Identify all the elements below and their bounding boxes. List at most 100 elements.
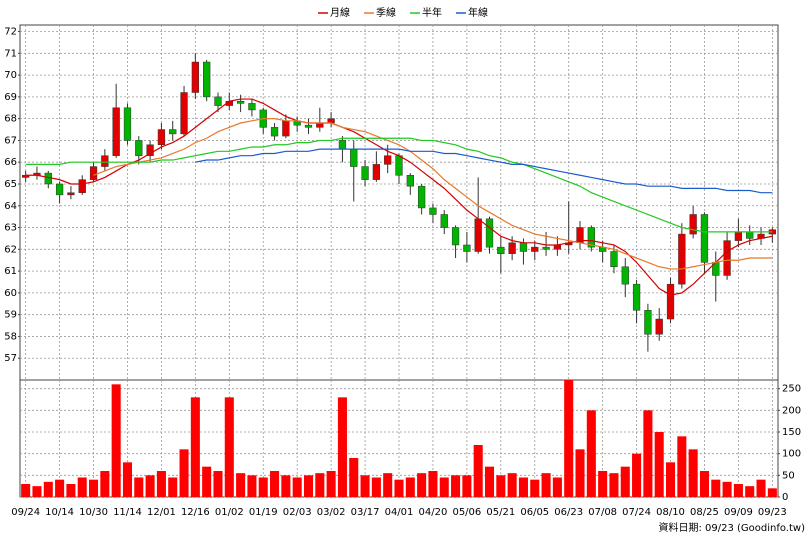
volume-bar (677, 436, 687, 497)
volume-bar (383, 473, 393, 497)
volume-bar (190, 397, 200, 497)
volume-bar (473, 445, 483, 497)
volume-bar (541, 473, 551, 497)
volume-bar (122, 462, 133, 497)
y-tick-label: 63 (4, 223, 17, 234)
volume-bar (462, 475, 472, 497)
y-tick-label: 150 (782, 427, 801, 438)
candle-body (135, 140, 143, 156)
volume-bar (371, 477, 381, 497)
volume-bar (224, 397, 234, 497)
y-tick-label: 100 (782, 449, 801, 460)
y-tick-label: 60 (4, 288, 17, 299)
candle-body (644, 310, 652, 335)
volume-bar (100, 471, 110, 497)
y-tick-label: 65 (4, 179, 17, 190)
x-tick-label: 03/02 (317, 507, 346, 518)
candle-body (316, 122, 324, 128)
volume-bar (21, 484, 31, 497)
y-tick-label: 58 (4, 331, 17, 342)
candle-body (22, 175, 30, 178)
candle-body (101, 155, 109, 167)
candle-body (406, 175, 414, 187)
candle-body (67, 192, 75, 196)
candle-body (327, 118, 335, 124)
volume-bar (745, 486, 755, 497)
volume-bar (179, 449, 189, 497)
volume-bar (518, 477, 528, 497)
candle-body (553, 244, 562, 250)
legend-label: 年線 (468, 6, 488, 19)
candle-body (587, 227, 595, 248)
volume-bar (428, 471, 438, 497)
volume-bar (507, 473, 517, 497)
volume-bar (394, 479, 404, 497)
volume-bar (575, 449, 585, 497)
candle-body (282, 120, 290, 137)
candle-body (519, 242, 528, 252)
candle-body (123, 107, 132, 141)
x-tick-label: 05/06 (452, 507, 481, 518)
candle-body (191, 61, 200, 93)
volume-bar (270, 471, 280, 497)
volume-bar (564, 380, 574, 497)
candle-body (508, 242, 516, 254)
ma-line (93, 118, 773, 270)
candle-body (497, 246, 505, 254)
candle-body (632, 283, 641, 311)
x-tick-label: 12/16 (181, 507, 210, 518)
candle-body (384, 155, 392, 165)
ma-line (25, 137, 773, 233)
x-tick-label: 04/20 (419, 507, 448, 518)
volume-bar (213, 471, 223, 497)
candle-body (248, 103, 256, 111)
volume-bar (711, 479, 721, 497)
candle-body (157, 129, 166, 146)
candle-body (621, 266, 629, 285)
x-tick-label: 06/05 (520, 507, 549, 518)
candle-body (350, 148, 358, 167)
volume-bar (337, 397, 347, 497)
volume-bar (451, 475, 461, 497)
candle-body (689, 214, 697, 235)
volume-bar (247, 475, 257, 497)
volume-bar (552, 477, 562, 497)
volume-bar (326, 471, 336, 497)
volume-bar (349, 458, 359, 497)
ma-line (25, 98, 773, 296)
volume-bar (202, 466, 212, 497)
candle-body (531, 246, 539, 252)
legend-label: 月線 (330, 6, 350, 19)
candle-body (372, 164, 381, 180)
volume-bar (439, 477, 449, 497)
volume-bar (496, 475, 506, 497)
x-tick-label: 04/01 (385, 507, 414, 518)
volume-bar (767, 488, 777, 497)
volume-bar (632, 453, 642, 497)
candle-body (146, 144, 154, 156)
candle-body (474, 218, 482, 252)
volume-bar (43, 481, 53, 497)
y-tick-label: 61 (4, 266, 17, 277)
x-tick-label: 01/02 (215, 507, 244, 518)
volume-bar (722, 481, 732, 497)
candle-body (463, 244, 471, 252)
x-tick-label: 10/14 (45, 507, 74, 518)
y-tick-label: 72 (4, 27, 17, 38)
candle-body (395, 155, 403, 176)
legend-label: 季線 (376, 6, 396, 19)
ma-line (195, 148, 773, 194)
y-tick-label: 68 (4, 114, 17, 125)
candle-body (55, 183, 64, 196)
y-tick-label: 69 (4, 92, 17, 103)
candle-body (451, 227, 460, 246)
volume-bar (292, 477, 302, 497)
candle-body (542, 246, 550, 250)
volume-bar (620, 466, 630, 497)
volume-bar (530, 479, 540, 497)
volume-bar (111, 384, 121, 497)
x-tick-label: 06/23 (554, 507, 583, 518)
volume-bar (32, 486, 42, 497)
x-tick-label: 07/24 (622, 507, 651, 518)
y-tick-label: 70 (4, 70, 17, 81)
